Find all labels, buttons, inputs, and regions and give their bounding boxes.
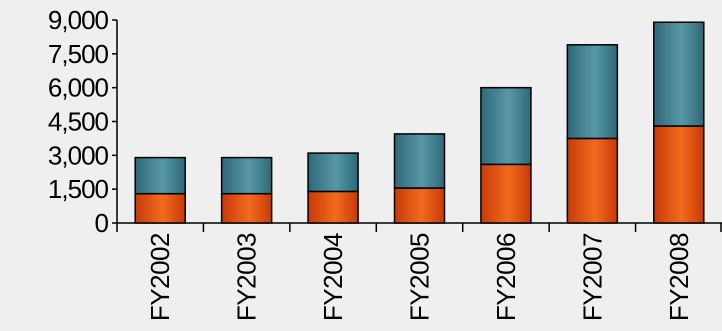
x-category-label: FY2003 — [232, 233, 262, 321]
bar-segment-bottom — [307, 190, 359, 224]
x-category-label: FY2008 — [664, 233, 694, 321]
y-tick-label: 3,000 — [48, 140, 109, 170]
bar-segment-top — [480, 86, 532, 166]
bar-segment-top — [220, 156, 273, 195]
bar-segment-top — [393, 133, 446, 189]
bars — [134, 21, 705, 224]
y-tick-label: 6,000 — [48, 73, 109, 103]
bar-segment-top — [307, 152, 359, 193]
y-tick-label: 0 — [95, 208, 109, 238]
x-category-label: FY2005 — [405, 233, 435, 321]
x-category-label: FY2006 — [491, 233, 521, 321]
bar-segment-bottom — [566, 137, 619, 224]
bar-segment-bottom — [480, 163, 532, 224]
bar-segment-bottom — [653, 125, 705, 224]
bar-segment-bottom — [393, 187, 446, 224]
x-category-label: FY2002 — [145, 233, 175, 321]
y-tick-label: 4,500 — [48, 107, 109, 137]
y-tick-label: 9,000 — [48, 5, 109, 35]
x-axis: FY2002 FY2003 FY2004 FY2005 FY2006 FY2007 FY20… — [116, 222, 722, 321]
x-category-label: FY2007 — [577, 233, 607, 321]
bar-segment-top — [653, 21, 705, 127]
x-category-label: FY2004 — [318, 233, 348, 321]
bar-segment-top — [134, 156, 186, 195]
bar-segment-bottom — [220, 192, 273, 224]
bar-segment-bottom — [134, 192, 186, 224]
y-tick-label: 1,500 — [48, 174, 109, 204]
bar-segment-top — [566, 44, 619, 140]
y-tick-label: 7,500 — [48, 39, 109, 69]
